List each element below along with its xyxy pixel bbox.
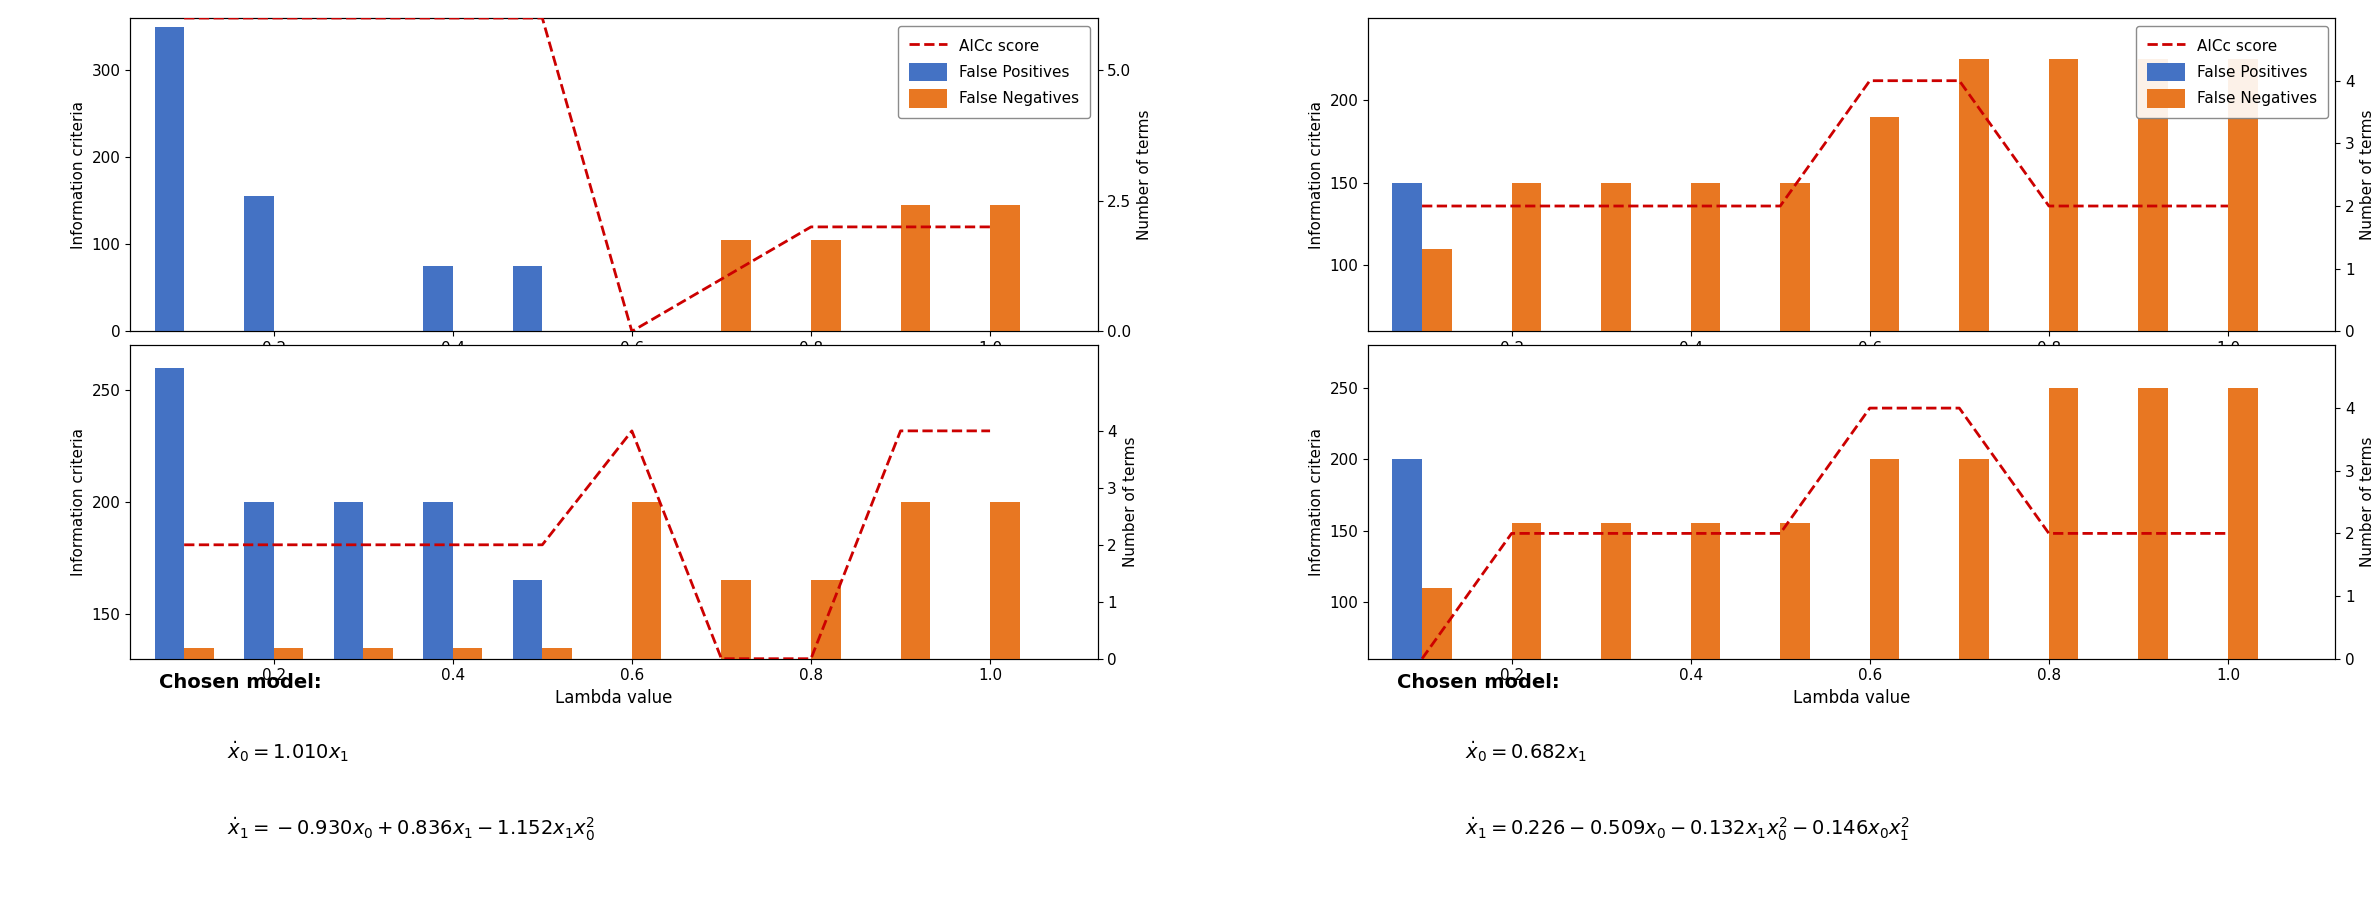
Legend: AICc score, False Positives, False Negatives: AICc score, False Positives, False Negat… [2136, 25, 2328, 118]
Y-axis label: Information criteria: Information criteria [71, 101, 85, 249]
Bar [1781, 183, 1809, 430]
Bar [633, 502, 662, 902]
Y-axis label: Information criteria: Information criteria [71, 428, 85, 576]
Y-axis label: Number of terms: Number of terms [2362, 437, 2371, 567]
Bar [1392, 183, 1423, 430]
Bar [1691, 523, 1721, 744]
Bar [154, 368, 185, 902]
Bar [363, 648, 394, 902]
Y-axis label: Number of terms: Number of terms [1121, 437, 1138, 567]
Bar [1781, 523, 1809, 744]
Y-axis label: Information criteria: Information criteria [1309, 101, 1323, 249]
X-axis label: Lambda value: Lambda value [555, 689, 673, 707]
Bar [2049, 60, 2079, 430]
Bar [244, 197, 273, 331]
Bar [2139, 60, 2167, 430]
Bar [811, 580, 842, 902]
Bar [1392, 459, 1423, 744]
Bar [453, 648, 481, 902]
Bar [244, 502, 273, 902]
Y-axis label: Number of terms: Number of terms [1138, 109, 1152, 240]
Bar [424, 502, 453, 902]
Bar [1691, 183, 1721, 430]
Bar [334, 502, 363, 902]
Bar [2229, 60, 2257, 430]
Bar [273, 648, 303, 902]
Bar [2139, 388, 2167, 744]
Bar [1871, 117, 1899, 430]
Bar [154, 27, 185, 331]
Text: $\dot{x}_0 = 1.010x_1$: $\dot{x}_0 = 1.010x_1$ [228, 739, 349, 764]
Bar [1958, 60, 1989, 430]
Bar [1600, 523, 1631, 744]
Bar [721, 240, 752, 331]
Legend: AICc score, False Positives, False Negatives: AICc score, False Positives, False Negat… [899, 25, 1091, 118]
Bar [1871, 459, 1899, 744]
Bar [2229, 388, 2257, 744]
Bar [512, 580, 543, 902]
Text: $\dot{x}_1 = 0.226 - 0.509x_0 - 0.132x_1x_0^2 - 0.146x_0x_1^2$: $\dot{x}_1 = 0.226 - 0.509x_0 - 0.132x_1… [1465, 816, 1911, 843]
Bar [1513, 183, 1541, 430]
Bar [185, 648, 213, 902]
Bar [991, 205, 1020, 331]
Bar [1958, 459, 1989, 744]
Bar [901, 205, 929, 331]
Text: Chosen model:: Chosen model: [1397, 673, 1560, 692]
Text: $\dot{x}_0 = 0.682x_1$: $\dot{x}_0 = 0.682x_1$ [1465, 739, 1586, 764]
Bar [811, 240, 842, 331]
Bar [1423, 587, 1451, 744]
Y-axis label: Information criteria: Information criteria [1309, 428, 1323, 576]
Bar [991, 502, 1020, 902]
Bar [1513, 523, 1541, 744]
Y-axis label: Number of terms: Number of terms [2362, 109, 2371, 240]
Bar [512, 266, 543, 331]
Bar [721, 580, 752, 902]
X-axis label: Lambda value: Lambda value [1792, 689, 1911, 707]
Bar [1423, 249, 1451, 430]
Text: $\dot{x}_1 = -0.930x_0 + 0.836x_1 - 1.152x_1x_0^2$: $\dot{x}_1 = -0.930x_0 + 0.836x_1 - 1.15… [228, 816, 595, 843]
Bar [543, 648, 571, 902]
Bar [1600, 183, 1631, 430]
Text: Chosen model:: Chosen model: [159, 673, 322, 692]
Bar [424, 266, 453, 331]
Bar [2049, 388, 2079, 744]
Bar [901, 502, 929, 902]
